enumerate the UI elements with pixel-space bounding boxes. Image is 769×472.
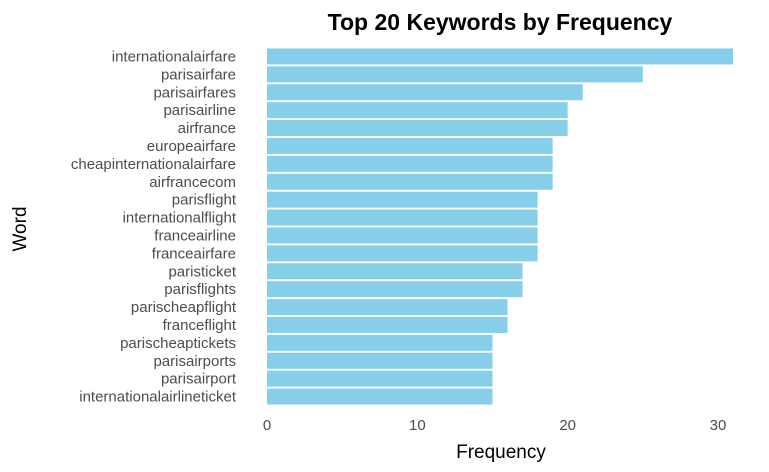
bar-parischeapflight <box>267 299 508 316</box>
category-label: airfrancecom <box>149 174 236 191</box>
bar-internationalflight <box>267 209 538 226</box>
category-label: internationalflight <box>123 210 237 227</box>
x-tick-label: 20 <box>559 417 576 434</box>
bar-parisairfares <box>267 84 583 101</box>
category-label: cheapinternationalairfare <box>71 156 236 173</box>
x-tick-label: 10 <box>409 417 426 434</box>
bar-internationalairfare <box>267 48 734 65</box>
category-label: internationalairfare <box>112 48 236 65</box>
category-label: franceairfare <box>152 245 236 262</box>
category-label: franceairline <box>154 227 236 244</box>
chart-title: Top 20 Keywords by Frequency <box>328 9 673 35</box>
category-label: parisairports <box>153 353 236 370</box>
bar-parisairline <box>267 102 568 119</box>
bar-internationalairlineticket <box>267 388 493 405</box>
category-label: parisflight <box>172 192 237 209</box>
category-label: internationalairlineticket <box>79 389 237 406</box>
x-tick-labels-group: 0 10 20 30 <box>263 417 727 434</box>
bar-parisairport <box>267 370 493 387</box>
category-label: franceflight <box>163 317 237 334</box>
category-label: europeairfare <box>147 138 236 155</box>
category-labels-group: internationalairfareparisairfareparisair… <box>71 48 237 405</box>
y-axis-title: Word <box>10 206 31 251</box>
category-label: parisairfare <box>161 66 236 83</box>
bar-franceairline <box>267 227 538 244</box>
category-label: paristicket <box>168 263 236 280</box>
bar-franceflight <box>267 316 508 333</box>
category-label: parisairport <box>161 371 237 388</box>
bar-parisairports <box>267 352 493 369</box>
bar-franceairfare <box>267 245 538 262</box>
category-label: airfrance <box>178 120 236 137</box>
category-label: parisairfares <box>153 84 236 101</box>
bar-airfrancecom <box>267 173 553 190</box>
bar-parisflights <box>267 281 523 298</box>
x-tick-label: 0 <box>263 417 271 434</box>
bars-group <box>267 48 734 405</box>
bar-europeairfare <box>267 137 553 154</box>
bar-cheapinternationalairfare <box>267 155 553 172</box>
bar-parisairfare <box>267 66 643 83</box>
category-label: parisflights <box>164 281 236 298</box>
bar-paristicket <box>267 263 523 280</box>
category-label: parisairline <box>163 102 236 119</box>
category-label: parischeaptickets <box>120 335 236 352</box>
category-label: parischeapflight <box>131 299 237 316</box>
bar-airfrance <box>267 120 568 137</box>
x-tick-label: 30 <box>710 417 727 434</box>
bar-parischeaptickets <box>267 334 493 351</box>
bar-parisflight <box>267 191 538 208</box>
x-axis-title: Frequency <box>456 442 546 463</box>
